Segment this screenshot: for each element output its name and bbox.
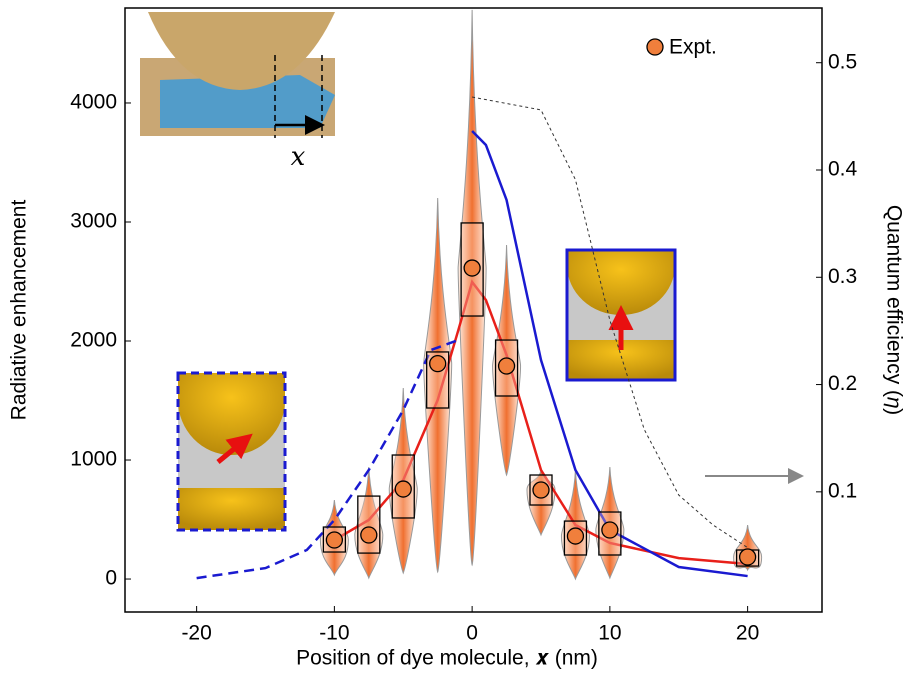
x-tick-label: 0 — [466, 622, 478, 645]
line — [333, 279, 748, 566]
point — [394, 480, 412, 498]
point — [738, 548, 757, 566]
y2-tick-label: 0.3 — [828, 265, 857, 288]
y-tick-label: 2000 — [70, 329, 117, 352]
point — [532, 481, 550, 499]
y-tick-label: 0 — [105, 567, 117, 590]
x-tick-label: -20 — [181, 622, 211, 645]
point — [601, 521, 619, 539]
legend-label: Expt. — [669, 36, 717, 59]
violin — [423, 197, 453, 574]
point — [497, 357, 516, 375]
point — [463, 259, 481, 277]
line — [471, 130, 748, 578]
x-axis-label: Position of dye molecule, 𝒙 (nm) — [296, 647, 598, 670]
y-axis-label: Radiative enhancement — [8, 200, 31, 421]
x-tick-label: -10 — [319, 622, 349, 645]
y-tick-label: 3000 — [70, 210, 117, 233]
y2-tick-label: 0.2 — [828, 372, 857, 395]
inset-label: 𝑥 — [291, 142, 306, 172]
x-tick-label: 20 — [736, 622, 759, 645]
y2-tick-label: 0.4 — [828, 158, 858, 181]
y2-axis-label: Quantum efficiency (𝜂) — [882, 205, 905, 415]
point — [429, 354, 447, 373]
y-tick-label: 4000 — [70, 91, 117, 114]
point — [325, 531, 344, 549]
plot-frame — [124, 7, 823, 613]
point — [566, 527, 585, 545]
y2-tick-label: 0.1 — [828, 479, 857, 502]
x-tick-label: 10 — [598, 622, 621, 645]
box — [357, 495, 381, 554]
inset-right — [565, 248, 677, 382]
line — [472, 96, 748, 549]
y2-tick-label: 0.5 — [828, 50, 857, 73]
y-tick-label: 1000 — [70, 448, 117, 471]
legend-marker — [646, 38, 664, 56]
inset-left — [176, 371, 287, 532]
point — [360, 526, 378, 544]
inset-top: 𝑥 — [140, 12, 335, 172]
